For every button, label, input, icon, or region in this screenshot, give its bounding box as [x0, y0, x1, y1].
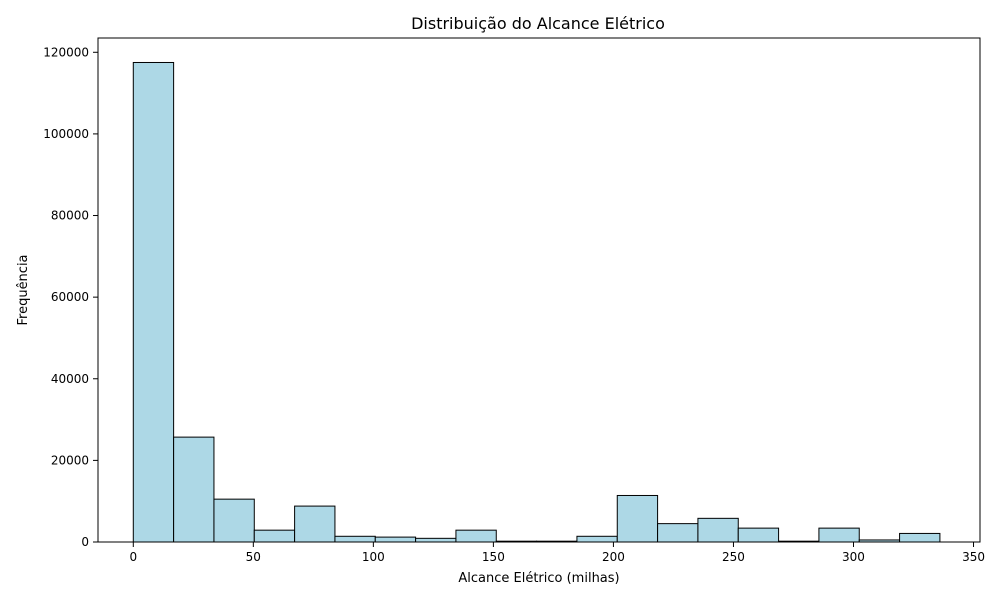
histogram-bar-2 [213, 498, 255, 543]
histogram-bar-11 [576, 535, 618, 543]
y-tick-label-0: 0 [81, 535, 89, 549]
x-axis-title: Alcance Elétrico (milhas) [458, 571, 619, 586]
histogram-bar-1 [173, 436, 215, 543]
histogram-bar-13 [657, 523, 699, 543]
histogram-bar-17 [818, 527, 860, 543]
bars-layer [132, 61, 941, 543]
y-tick-label-2: 40000 [51, 372, 89, 386]
x-tick-label-4: 200 [602, 550, 625, 564]
histogram-bar-19 [899, 532, 941, 543]
x-tick-label-5: 250 [722, 550, 745, 564]
histogram-bar-15 [737, 527, 780, 543]
y-tick-label-4: 80000 [51, 209, 89, 223]
histogram-bar-0 [132, 61, 175, 543]
x-tick-label-2: 100 [362, 550, 385, 564]
histogram-bar-5 [334, 535, 376, 543]
histogram-bar-14 [697, 517, 739, 543]
y-tick-label-3: 60000 [51, 290, 89, 304]
y-axis-title: Frequência [16, 254, 31, 325]
x-tick-label-6: 300 [842, 550, 865, 564]
histogram-bar-12 [616, 494, 659, 543]
histogram-bar-7 [415, 537, 457, 543]
histogram-bar-6 [374, 536, 417, 543]
y-axis-ticks: 0 20000 40000 60000 80000 100000 120000 [43, 45, 98, 549]
x-tick-label-3: 150 [482, 550, 505, 564]
y-tick-label-6: 120000 [43, 45, 89, 59]
plot-frame [97, 37, 981, 543]
x-tick-label-7: 350 [962, 550, 985, 564]
x-tick-label-0: 0 [129, 550, 137, 564]
histogram-bar-3 [253, 529, 296, 543]
histogram-bar-4 [294, 505, 336, 543]
y-tick-label-5: 100000 [43, 127, 89, 141]
chart-title: Distribuição do Alcance Elétrico [411, 14, 665, 33]
histogram-bar-8 [455, 529, 497, 543]
x-tick-label-1: 50 [246, 550, 261, 564]
x-axis-ticks: 0 50 100 150 200 250 300 350 [129, 542, 985, 564]
y-tick-label-1: 20000 [51, 453, 89, 467]
